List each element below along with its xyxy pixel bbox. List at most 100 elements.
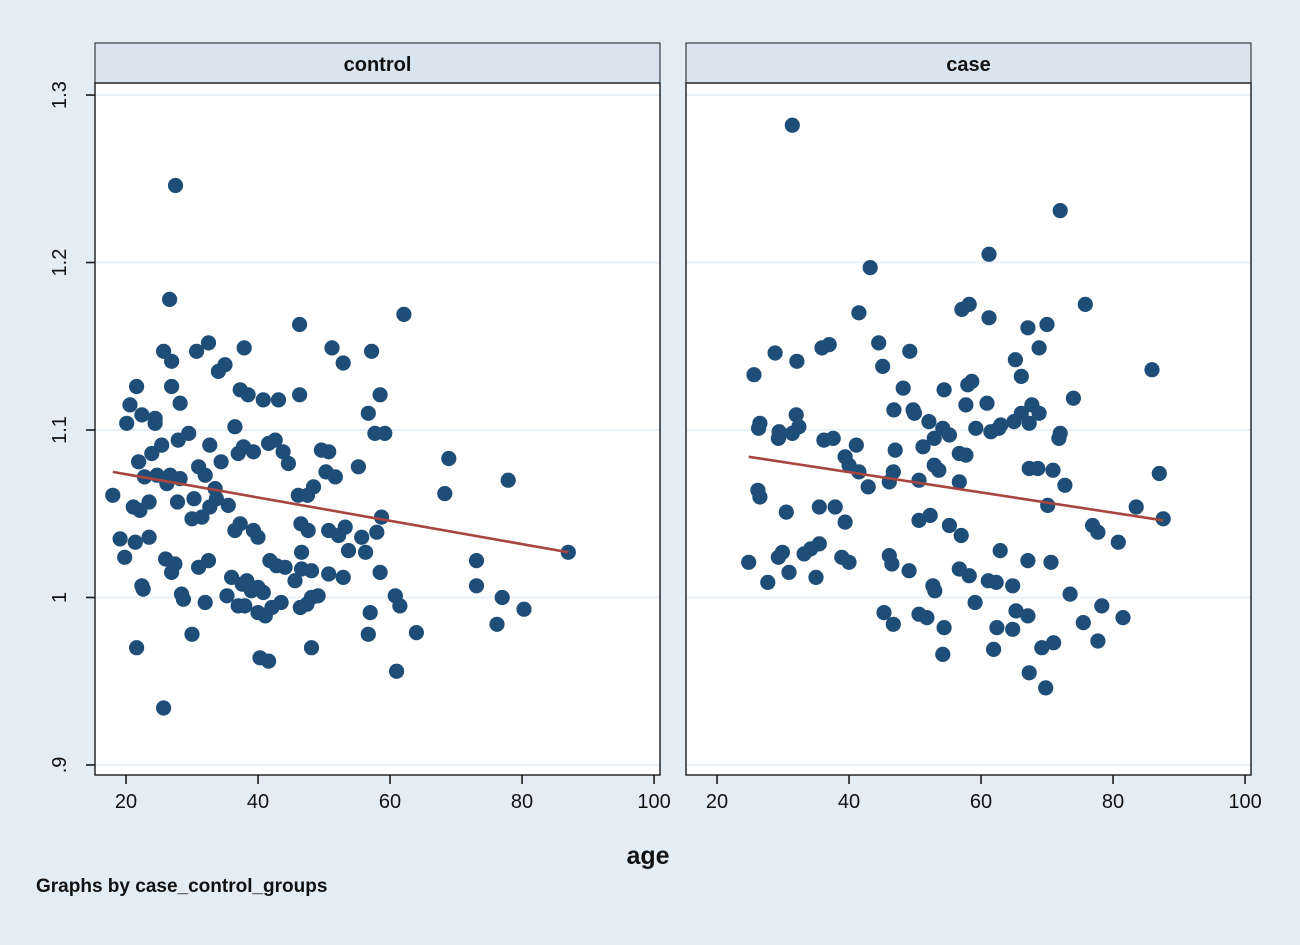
data-point [119,415,135,431]
panel-title: case [946,54,991,76]
data-point [141,494,157,510]
data-point [500,472,516,488]
data-point [294,561,310,577]
data-point [1043,554,1059,570]
x-tick-label: 60 [970,791,992,813]
data-point [181,425,197,441]
data-point [741,554,757,570]
data-point [851,464,867,480]
data-point [922,507,938,523]
data-point [287,573,303,589]
x-tick-label: 100 [637,791,670,813]
data-point [277,559,293,575]
data-point [362,605,378,621]
data-point [958,447,974,463]
data-point [255,584,271,601]
data-point [321,566,337,582]
data-point [1031,405,1047,421]
data-point [1144,362,1160,378]
by-group-note: Graphs by case_control_groups [36,876,327,897]
data-point [310,588,326,604]
data-point [117,549,133,565]
data-point [837,514,853,530]
x-tick-label: 80 [1102,791,1124,813]
data-point [156,700,172,716]
data-point [1038,680,1054,696]
data-point [1094,598,1110,614]
data-point [468,578,485,594]
y-tick-label: 1.1 [49,416,71,444]
data-point [364,343,380,359]
data-point [175,591,191,607]
x-tick-label: 20 [706,791,728,813]
x-tick-label: 40 [838,791,860,813]
x-tick-label: 100 [1228,791,1261,813]
data-point [808,569,824,586]
x-tick-label: 60 [379,791,401,813]
fit-line [748,455,1164,522]
data-point [131,454,147,470]
data-point [1151,465,1167,482]
data-point [300,522,316,539]
data-point [105,487,121,503]
data-point [1045,462,1061,478]
data-point [789,353,805,369]
x-tick-label: 20 [115,791,137,813]
data-point [885,616,901,632]
data-point [961,568,977,584]
data-points [105,177,576,716]
data-point [760,574,776,591]
data-point [992,543,1008,559]
data-point [292,387,308,403]
data-point [372,564,388,581]
data-point [1008,603,1024,619]
data-point [261,653,277,669]
data-point [437,486,453,502]
data-point [213,454,229,470]
data-point [875,358,891,374]
data-point [1039,316,1055,333]
panels-group: control 20 40 60 80 100 .9 1 1.1 1.2 1.3 case 20 40 60… [49,42,1262,813]
data-point [1034,640,1050,656]
data-point [299,596,315,612]
data-point [1021,415,1037,431]
y-tick-label: 1.3 [49,81,71,109]
data-point [250,529,266,545]
data-point [750,482,766,498]
data-point [141,529,157,545]
data-point [210,363,226,379]
data-point [164,353,180,369]
data-point [219,588,235,604]
data-point [791,419,807,435]
data-point [267,432,283,448]
data-point [1007,352,1024,368]
data-point [280,455,296,472]
data-point [112,531,128,547]
data-point [981,246,997,262]
y-tick-label: 1.2 [49,249,71,277]
data-point [243,583,259,599]
plot-border [685,82,1252,776]
data-point [202,437,218,453]
panel-title: control [344,54,412,76]
data-point [901,563,917,579]
data-point [1040,497,1056,513]
data-point [935,646,951,663]
data-point [360,405,376,421]
panel-header [685,42,1252,84]
data-point [926,430,942,446]
data-point [494,589,510,606]
data-point [941,517,958,534]
data-point [1090,524,1106,540]
data-point [931,462,947,478]
data-point [369,524,385,540]
data-point [321,444,337,460]
data-point [991,420,1007,436]
data-point [953,527,969,544]
data-point [162,291,178,307]
data-point [1006,414,1022,430]
data-point [827,499,843,515]
data-point [811,499,827,515]
